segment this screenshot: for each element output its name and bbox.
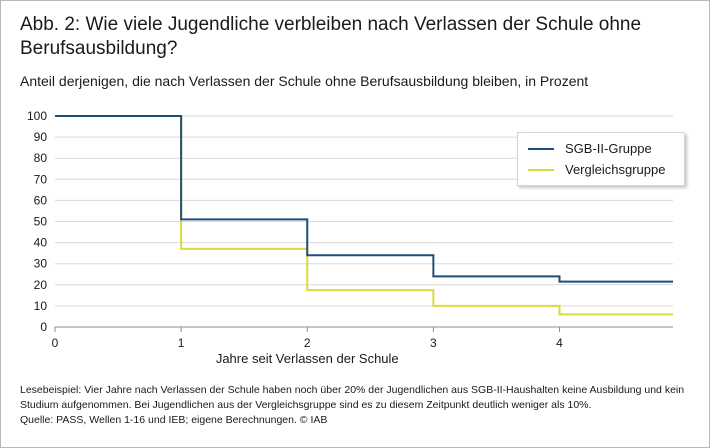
y-tick-label-60: 60 — [34, 193, 48, 207]
legend-label-vergleich: Vergleichsgruppe — [565, 162, 666, 177]
y-tick-label-90: 90 — [34, 130, 48, 144]
chart-title: Abb. 2: Wie viele Jugendliche verbleiben… — [20, 14, 642, 59]
legend-label-sgb: SGB-II-Gruppe — [565, 141, 652, 156]
x-tick-label-3: 3 — [430, 336, 437, 350]
x-tick-label-4: 4 — [556, 336, 563, 350]
series-line-sgb-ii — [55, 115, 673, 283]
y-tick-label-0: 0 — [40, 320, 47, 334]
y-tick-label-50: 50 — [34, 215, 48, 229]
chart-legend: SGB-II-Gruppe Vergleichsgruppe — [517, 132, 685, 186]
y-tick-label-100: 100 — [27, 109, 47, 123]
x-tick-label-1: 1 — [178, 336, 185, 350]
chart-subtitle: Anteil derjenigen, die nach Verlassen de… — [20, 73, 589, 89]
y-tick-label-10: 10 — [34, 299, 48, 313]
y-tick-label-40: 40 — [34, 236, 48, 250]
x-tick-label-2: 2 — [304, 336, 311, 350]
y-tick-label-70: 70 — [34, 172, 48, 186]
legend-swatch-vergleich — [528, 169, 554, 171]
x-axis-ticks: 0 1 2 3 4 — [52, 327, 563, 350]
legend-swatch-sgb — [528, 148, 554, 150]
y-axis-ticks: 0 10 20 30 40 50 60 70 80 90 100 — [27, 109, 47, 334]
source-note: Quelle: PASS, Wellen 1-16 und IEB; eigen… — [20, 414, 328, 426]
x-axis-label: Jahre seit Verlassen der Schule — [216, 351, 399, 366]
x-tick-label-0: 0 — [52, 336, 59, 350]
y-tick-label-80: 80 — [34, 151, 48, 165]
chart-series — [55, 115, 673, 316]
chart-footer: Lesebeispiel: Vier Jahre nach Verlassen … — [20, 383, 700, 428]
y-tick-label-30: 30 — [34, 257, 48, 271]
reading-example: Lesebeispiel: Vier Jahre nach Verlassen … — [20, 384, 685, 411]
y-tick-label-20: 20 — [34, 278, 48, 292]
